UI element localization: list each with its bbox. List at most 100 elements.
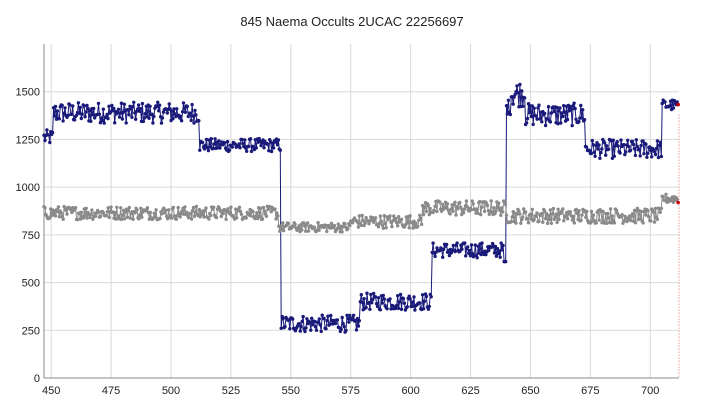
series-1-point — [411, 304, 415, 308]
x-tick-label: 625 — [461, 385, 479, 397]
x-tick-label: 475 — [102, 385, 120, 397]
x-tick-label: 500 — [162, 385, 180, 397]
series-2-point — [274, 217, 278, 221]
series-2-point — [659, 206, 663, 211]
series-2-point — [226, 207, 230, 211]
series-1-point — [616, 144, 620, 148]
series-1-point — [622, 143, 626, 147]
series-2-point — [48, 216, 52, 220]
series-1-point — [126, 107, 130, 112]
series-2-point — [453, 200, 457, 204]
series-2-point — [523, 210, 528, 214]
series-1-point — [424, 294, 429, 299]
series-1-point — [543, 111, 547, 116]
series-1-point — [467, 248, 472, 253]
series-2-point — [479, 212, 483, 217]
series-1-point — [122, 102, 127, 106]
series-2-point — [548, 208, 553, 212]
series-1-point — [394, 306, 398, 311]
series-1-point — [159, 121, 164, 125]
series-1-point — [645, 155, 649, 159]
series-2-point — [53, 214, 58, 218]
series-1-point — [313, 325, 318, 329]
series-2-point — [174, 217, 178, 221]
series-2-point — [496, 206, 500, 210]
series-1-point — [422, 299, 427, 303]
series-1-point — [619, 138, 623, 142]
series-2-point — [336, 222, 340, 226]
series-2-point — [390, 224, 394, 229]
series-1-point — [360, 300, 364, 304]
series-2-point — [471, 202, 475, 206]
series-2-point — [214, 215, 219, 220]
series-1-point — [407, 294, 411, 298]
series-2-point — [106, 206, 110, 210]
series-2-point — [89, 212, 93, 216]
series-1-point — [529, 114, 533, 119]
series-2-point — [98, 214, 103, 218]
series-1-point — [130, 115, 134, 120]
x-tick-label: 450 — [42, 385, 60, 397]
series-1-point — [326, 314, 330, 318]
series-2-point — [202, 215, 206, 219]
series-2-point — [175, 213, 179, 218]
series-2-point — [554, 212, 558, 216]
series-2-point — [509, 219, 513, 224]
series-2-point — [65, 212, 69, 216]
series-2-point — [160, 212, 164, 216]
series-1-point — [532, 106, 536, 110]
series-1-point — [260, 141, 264, 145]
series-1-point — [644, 142, 648, 146]
series-1-point — [646, 151, 650, 155]
series-2-point — [172, 214, 177, 218]
series-layer — [42, 82, 680, 378]
series-1-point — [426, 307, 431, 311]
series-1-point — [241, 141, 245, 146]
series-1-point — [365, 291, 369, 295]
series-2-point — [94, 214, 98, 218]
series-1-point — [276, 138, 281, 142]
series-2-point — [109, 205, 113, 209]
series-1-point — [515, 84, 519, 88]
series-1-point — [93, 116, 97, 120]
series-2-point — [427, 212, 431, 217]
series-1-point — [182, 106, 187, 111]
series-1-point — [298, 329, 302, 333]
series-2-point — [115, 205, 119, 209]
series-2-point — [557, 217, 561, 222]
series-2-point — [532, 217, 536, 222]
series-1-point — [594, 143, 598, 148]
series-2-point — [572, 221, 576, 225]
series-2-point — [261, 205, 266, 210]
series-1-point — [178, 114, 183, 119]
y-tick-label: 1500 — [16, 87, 40, 99]
series-1-point — [300, 319, 304, 324]
series-1-point — [396, 294, 400, 298]
series-1-point — [555, 105, 559, 110]
series-1-point — [492, 251, 497, 255]
series-2-point — [254, 214, 258, 218]
series-1-point — [190, 102, 194, 107]
series-2-point — [363, 221, 367, 225]
series-1-point — [668, 104, 672, 108]
series-1-point — [91, 113, 95, 117]
series-2-point — [229, 205, 233, 209]
series-2-point — [675, 197, 679, 202]
series-1-point — [157, 109, 161, 113]
series-2-point — [502, 199, 507, 203]
series-1-point — [319, 329, 323, 334]
series-1-point — [167, 102, 171, 106]
series-1-point — [185, 104, 189, 109]
series-1-point — [487, 248, 491, 253]
series-1-point — [45, 128, 49, 132]
series-1-point — [132, 100, 136, 105]
series-2-point — [534, 214, 538, 218]
series-1-point — [156, 100, 160, 105]
series-2-point — [476, 211, 480, 215]
series-2-point — [652, 220, 657, 224]
series-2-point — [126, 208, 130, 213]
series-1-point — [463, 241, 467, 245]
series-1-point — [107, 104, 111, 109]
series-2-point — [302, 221, 306, 225]
series-2-point — [577, 209, 581, 213]
